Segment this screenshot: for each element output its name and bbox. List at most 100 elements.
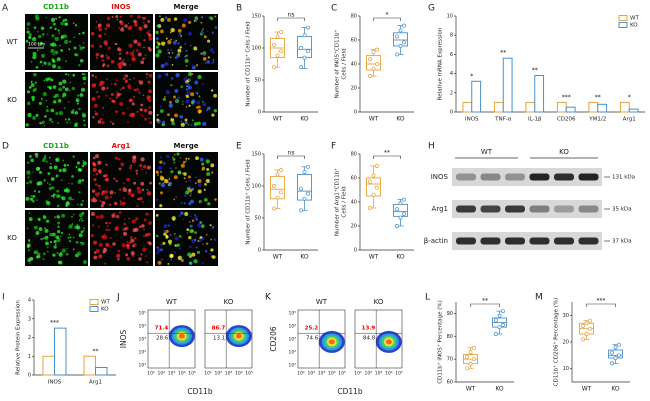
legend-swatch bbox=[618, 22, 628, 28]
cell bbox=[26, 227, 29, 230]
cell bbox=[106, 78, 108, 80]
blot-strip bbox=[452, 232, 602, 250]
sig-label: ** bbox=[482, 298, 488, 305]
cell bbox=[210, 238, 213, 241]
cell bbox=[177, 48, 182, 53]
cell bbox=[125, 79, 128, 83]
cell bbox=[133, 50, 135, 52]
cell bbox=[148, 30, 151, 32]
cell bbox=[81, 211, 85, 215]
cell bbox=[109, 120, 112, 123]
cell bbox=[68, 224, 73, 229]
cell bbox=[53, 240, 57, 244]
cell bbox=[26, 30, 30, 34]
cell bbox=[105, 221, 108, 225]
cell bbox=[33, 190, 36, 193]
y-tick-label: 0 bbox=[450, 110, 453, 116]
cell bbox=[75, 166, 78, 169]
cell bbox=[109, 97, 112, 100]
cell bbox=[136, 186, 139, 189]
cell bbox=[29, 262, 31, 264]
cell bbox=[71, 223, 74, 225]
cell bbox=[155, 53, 160, 58]
cell bbox=[158, 182, 161, 185]
x-tick-label: IL-1β bbox=[528, 117, 542, 123]
cell bbox=[70, 110, 75, 115]
cell bbox=[199, 222, 202, 225]
cell bbox=[119, 201, 124, 206]
cell bbox=[25, 39, 29, 43]
cell bbox=[116, 91, 118, 93]
cell bbox=[184, 58, 189, 63]
cell bbox=[60, 21, 64, 26]
cell bbox=[202, 121, 207, 126]
cell bbox=[101, 193, 104, 196]
cell bbox=[206, 30, 209, 32]
cell bbox=[57, 260, 61, 264]
cell bbox=[202, 28, 204, 31]
cell bbox=[115, 110, 118, 114]
flow-x-tick: 10⁴ bbox=[385, 371, 393, 377]
point bbox=[398, 201, 403, 206]
cell bbox=[140, 181, 145, 186]
cell bbox=[45, 99, 48, 102]
cell bbox=[82, 42, 85, 44]
cell bbox=[57, 65, 61, 70]
cell bbox=[98, 184, 101, 188]
cell bbox=[96, 91, 98, 93]
cell bbox=[177, 255, 182, 261]
cell bbox=[194, 16, 199, 20]
bar bbox=[588, 101, 599, 113]
cell bbox=[186, 186, 191, 191]
cell bbox=[136, 14, 141, 19]
cell bbox=[170, 84, 173, 87]
cell bbox=[155, 30, 159, 35]
cell bbox=[30, 194, 33, 197]
cell bbox=[79, 44, 81, 47]
cell bbox=[67, 164, 70, 167]
cell bbox=[198, 238, 202, 243]
cell bbox=[58, 252, 63, 257]
point bbox=[375, 62, 379, 66]
cell bbox=[95, 56, 99, 59]
cell bbox=[145, 172, 148, 174]
cell bbox=[73, 109, 75, 111]
cell bbox=[135, 169, 139, 173]
cell bbox=[126, 177, 130, 182]
cell bbox=[82, 46, 85, 49]
cell bbox=[98, 242, 103, 247]
bar bbox=[597, 103, 608, 113]
cell bbox=[144, 56, 147, 59]
cell bbox=[178, 235, 182, 238]
cell bbox=[138, 225, 142, 228]
cell bbox=[200, 31, 205, 35]
cell bbox=[54, 93, 58, 97]
point bbox=[494, 318, 498, 323]
cell bbox=[170, 253, 174, 258]
cell bbox=[106, 87, 109, 90]
sig-bracket bbox=[373, 155, 401, 159]
cell bbox=[193, 259, 198, 264]
cell bbox=[148, 221, 152, 225]
blot-band bbox=[480, 205, 501, 213]
cell bbox=[67, 118, 71, 121]
cell bbox=[46, 106, 49, 108]
cell bbox=[123, 222, 126, 226]
cell bbox=[186, 85, 188, 88]
y-tick-label: 60 bbox=[351, 176, 357, 182]
cell bbox=[178, 33, 182, 36]
cell bbox=[126, 256, 131, 261]
flow-x-tick: 10⁵ bbox=[395, 371, 403, 377]
cell bbox=[79, 58, 84, 63]
cell bbox=[159, 156, 162, 159]
sig-label: ** bbox=[500, 50, 506, 57]
sig-label: * bbox=[470, 73, 473, 80]
cell bbox=[205, 178, 210, 184]
cell bbox=[95, 20, 98, 23]
cell bbox=[156, 251, 159, 255]
cell bbox=[104, 177, 109, 182]
cell bbox=[191, 119, 194, 122]
cell bbox=[45, 241, 49, 246]
cell bbox=[213, 109, 218, 113]
point bbox=[581, 324, 585, 328]
